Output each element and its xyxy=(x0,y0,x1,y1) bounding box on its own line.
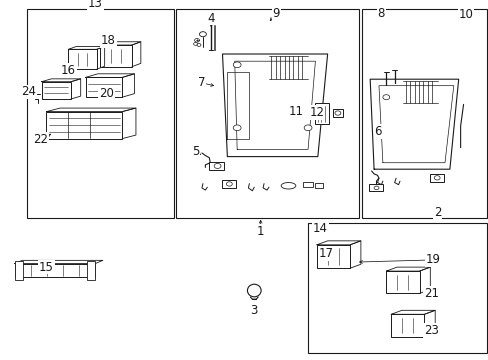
Text: 17: 17 xyxy=(319,247,333,260)
Circle shape xyxy=(382,95,389,100)
Text: 16: 16 xyxy=(61,64,76,77)
Text: 4: 4 xyxy=(207,12,215,24)
Text: 19: 19 xyxy=(425,253,439,266)
Bar xyxy=(315,183,323,188)
Bar xyxy=(86,261,95,280)
Text: 22: 22 xyxy=(33,133,48,146)
Bar xyxy=(390,314,424,337)
Circle shape xyxy=(214,163,221,168)
Bar xyxy=(85,77,122,97)
Text: 10: 10 xyxy=(458,8,472,21)
Text: 13: 13 xyxy=(88,0,102,10)
Text: 1: 1 xyxy=(256,225,264,238)
Circle shape xyxy=(433,176,439,180)
Text: 23: 23 xyxy=(423,324,438,337)
Text: 8: 8 xyxy=(377,7,385,20)
Circle shape xyxy=(233,62,241,68)
Circle shape xyxy=(304,125,311,131)
Bar xyxy=(15,264,95,277)
Bar xyxy=(68,49,97,69)
Text: 5: 5 xyxy=(191,145,199,158)
Circle shape xyxy=(194,39,199,42)
Bar xyxy=(100,45,132,67)
Text: 12: 12 xyxy=(309,106,324,119)
Bar xyxy=(222,180,236,188)
Bar xyxy=(209,162,224,170)
Ellipse shape xyxy=(281,183,295,189)
Text: 18: 18 xyxy=(101,34,116,47)
Bar xyxy=(307,223,486,353)
Circle shape xyxy=(226,182,232,186)
Circle shape xyxy=(193,42,197,45)
Circle shape xyxy=(373,186,378,190)
Text: 7: 7 xyxy=(197,76,205,89)
Circle shape xyxy=(197,44,201,46)
Bar xyxy=(429,174,443,182)
Bar xyxy=(315,103,328,124)
Bar xyxy=(386,271,419,293)
Text: 6: 6 xyxy=(373,125,381,138)
Bar xyxy=(303,182,312,187)
Circle shape xyxy=(233,125,241,131)
Text: 2: 2 xyxy=(433,206,441,219)
Bar xyxy=(332,109,343,117)
Text: 11: 11 xyxy=(288,105,303,118)
Bar xyxy=(176,9,359,218)
Text: 20: 20 xyxy=(99,87,114,100)
Circle shape xyxy=(199,32,206,37)
Bar xyxy=(41,82,71,99)
Text: 3: 3 xyxy=(250,304,258,317)
Text: 14: 14 xyxy=(312,222,327,235)
Bar xyxy=(316,245,349,268)
Circle shape xyxy=(334,111,340,115)
Bar xyxy=(368,184,382,191)
Bar xyxy=(361,9,486,218)
Bar xyxy=(27,9,173,218)
Ellipse shape xyxy=(247,284,261,297)
Text: 9: 9 xyxy=(272,7,280,20)
Bar xyxy=(15,261,23,280)
Text: 24: 24 xyxy=(21,85,36,98)
Text: 21: 21 xyxy=(423,287,438,300)
Bar xyxy=(46,112,122,139)
Text: 15: 15 xyxy=(39,261,54,274)
